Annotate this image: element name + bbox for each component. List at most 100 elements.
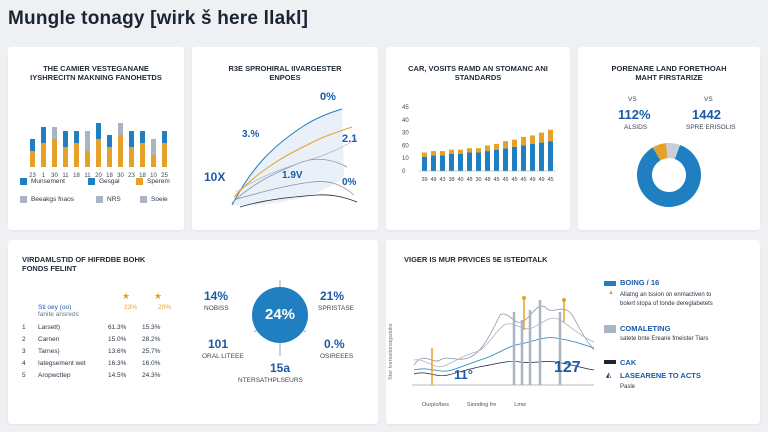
x-tick-label: 45: [493, 177, 499, 183]
bar-segment-blue: [41, 127, 46, 143]
bar-segment-blue: [85, 131, 90, 151]
caret-icon: ▲: [608, 290, 614, 296]
card3-title-line2: STANDARDS: [454, 73, 502, 83]
donut-slice: [666, 143, 680, 160]
card6-y-axis-label: Ster lversetionsigsdoks: [388, 323, 394, 380]
x-tick-label: 45: [547, 177, 553, 183]
bar-blue: [494, 149, 499, 171]
legend-label: Gesgal: [99, 178, 120, 185]
card-line-list: VIGER IS MUR PRVICES 5E ISTEDITALK Ster …: [386, 240, 760, 424]
x-tick-label: 30: [117, 173, 124, 179]
bar-blue: [467, 152, 472, 171]
table-row: 1 Larsett) 61.3% 15.3%: [22, 321, 192, 333]
x-tick-label: 11: [84, 173, 91, 179]
row-value-a: 16.3%: [108, 359, 127, 367]
card4-left-small: VS: [628, 96, 637, 103]
legend-swatch: [140, 196, 147, 203]
spoke-value: 101: [208, 337, 229, 351]
bar-blue: [422, 156, 427, 171]
bar-blue: [431, 155, 436, 171]
card3-title: CAR, VOSITS RAMD AN STOMANC ANI STANDARD…: [386, 64, 570, 83]
row-label: Carnen: [38, 335, 60, 343]
data-point: [562, 298, 566, 302]
legend-item: NRS: [96, 196, 121, 203]
bar-orange: [503, 141, 508, 149]
bar-blue: [458, 153, 463, 171]
y-tick-label: 10: [402, 156, 409, 162]
bar-orange: [521, 136, 526, 146]
card6-x-legend: Ourplo/bes Sionding fre Lmw: [422, 402, 526, 408]
line-series-a: [413, 305, 595, 366]
row-value-a: 14.5%: [108, 371, 127, 379]
row-label: Larsett): [38, 323, 61, 331]
card4-left-sub: ALSIDS: [624, 124, 648, 131]
list-item-text: Pasle: [620, 384, 636, 390]
list-item-text: bolert stopa of tonde dereglabetets: [620, 301, 713, 307]
star-icon: ★: [122, 291, 131, 301]
list-item-heading: COMALETING: [620, 324, 671, 333]
legend-label: Soeie: [151, 196, 168, 203]
card4-title: PORENARE LAND FORETHOAH MAHT FIRSTARIZE: [578, 64, 760, 83]
card2-title-line1: R3E SPROHIRAL IIVARGESTER: [228, 64, 342, 73]
bar-orange: [467, 148, 472, 153]
bar-blue: [485, 151, 490, 171]
star-icon: ★: [154, 291, 163, 301]
legend-label: Beeakgs fnaos: [31, 196, 75, 203]
card4-donut-chart: [637, 143, 701, 207]
table-row: 4 Iategsement wet 16.3% 16.0%: [22, 357, 192, 369]
spoke-value: 14%: [204, 289, 229, 303]
card4-title-line1: PORENARE LAND FORETHOAH: [611, 64, 727, 73]
bar-blue: [530, 143, 535, 171]
list-item-text: satete bnte Ereane fmeister Tiars: [620, 336, 709, 342]
card5-title-line2: FONDS FELINT: [22, 264, 77, 274]
x-tick-label: 49: [529, 177, 535, 183]
bar-segment-orange: [140, 143, 145, 167]
row-value-b: 15.3%: [142, 323, 161, 331]
x-tick-label: 18: [73, 173, 80, 179]
bar-segment-blue: [162, 131, 167, 143]
list-item-heading: LASEARENE TO ACTS: [620, 371, 701, 380]
spoke-value: 21%: [320, 289, 345, 303]
card4-title-line2: MAHT FIRSTARIZE: [635, 73, 703, 83]
bar-segment-blue: [140, 131, 145, 143]
x-tick-label: 48: [466, 177, 472, 183]
center-value: 24%: [264, 306, 296, 323]
legend-swatch: [136, 178, 143, 185]
card2-title: R3E SPROHIRAL IIVARGESTER ENPOES: [192, 64, 378, 83]
bar-icon: [604, 281, 616, 286]
donut-slice: [637, 144, 701, 207]
x-tick-label: 23: [29, 173, 36, 179]
card4-right-sub: SPRE ERISOLIS: [686, 124, 736, 131]
card2-label-bottom-mid: 1.9V: [282, 170, 303, 181]
bar-orange: [548, 129, 553, 142]
bar-segment-orange: [85, 151, 90, 167]
bar-segment-blue: [63, 131, 68, 147]
bar-orange: [449, 149, 454, 154]
legend-item: Gesgal: [88, 178, 120, 185]
x-tick-label: 20: [95, 173, 102, 179]
spoke-sub: ORAL LITEEE: [202, 353, 244, 360]
card5-title-line1: VIRDAMLSTID OF HIFRDBE BOHK: [22, 255, 146, 264]
row-number: 4: [22, 359, 26, 367]
row-value-b: 25.7%: [142, 347, 161, 355]
bar-segment-orange: [63, 147, 68, 167]
bar-segment-blue: [30, 139, 35, 151]
bar-blue: [476, 152, 481, 171]
x-tick-label: 30: [51, 173, 58, 179]
x-tick-label: 1: [42, 173, 46, 179]
bar-segment-blue: [52, 127, 57, 139]
x-tick-label: 18: [139, 173, 146, 179]
legend-swatch: [20, 178, 27, 185]
bar-segment-blue: [74, 131, 79, 143]
bar-blue: [503, 148, 508, 171]
bar-orange: [530, 135, 535, 144]
bar-orange: [485, 145, 490, 152]
x-legend-item: Ourplo/bes: [422, 402, 449, 408]
bar-segment-blue: [118, 123, 123, 135]
bar-icon: [604, 360, 616, 364]
row-value-a: 15.0%: [108, 335, 127, 343]
line-series-6: [235, 138, 358, 193]
data-point: [522, 296, 526, 300]
legend-item: Beeakgs fnaos: [20, 196, 74, 203]
card5-radial: [252, 280, 308, 356]
